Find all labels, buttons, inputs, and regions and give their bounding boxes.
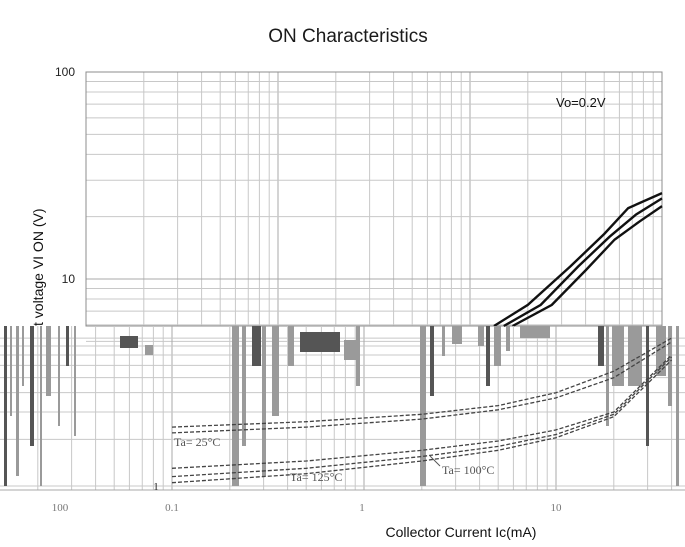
lower-series-4-line [171,337,672,428]
x-axis-label: Collector Current Ic(mA) [386,524,537,540]
y-axis-label: t voltage VI ON (V) [30,209,46,326]
scan-artifact-bar [442,326,445,356]
x-tick-label-1: 1 [359,502,365,514]
x-tick-label-10: 10 [551,502,563,514]
series-label-ta-25: Ta= 25°C [174,435,220,449]
condition-annotation: Vo=0.2V [556,95,606,110]
left-tick-label-100: 100 [52,502,69,514]
scan-artifact-bar [612,326,624,386]
lower-series-3-line [171,356,673,478]
scan-artifact-bar [46,326,51,396]
lower-plot-curves [171,337,673,484]
upper-series-2-line [503,197,663,328]
scan-artifact-bar [288,326,294,366]
scan-artifact-bar [606,326,609,426]
scan-artifact-bar [40,326,42,486]
scan-artifact-bar [598,326,604,366]
lower-plot-grid [0,326,685,491]
series-label-ta-125: Ta= 125°C [290,470,342,484]
scan-artifact-bar [452,326,462,344]
scan-artifact-bar [120,336,138,348]
scan-artifacts [4,326,679,486]
scan-artifact-bar [676,326,679,486]
y-tick-label-1: 1 [153,481,159,493]
scan-artifact-bar [430,326,434,396]
scan-artifact-bar [486,326,490,386]
scan-artifact-bar [300,332,340,352]
lower-series-2-line [171,359,673,484]
scan-artifact-bar [494,326,501,366]
scan-artifact-bar [272,326,279,416]
scan-artifact-bar [262,326,266,476]
chart-title: ON Characteristics [268,26,427,47]
scan-artifact-bar [420,326,426,486]
series-label-ta-100: Ta= 100°C [442,463,494,477]
x-tick-label-0-1: 0.1 [165,502,179,514]
scan-artifact-bar [628,326,642,386]
lower-plot-panel [0,326,685,491]
upper-plot-grid [85,72,662,342]
scan-artifact-bar [478,326,484,346]
y-tick-label-10: 10 [62,272,76,286]
scan-artifact-bar [16,326,19,476]
scan-artifact-bar [506,326,510,351]
scan-artifact-bar [30,326,34,446]
scan-artifact-bar [656,326,666,376]
series-label-ta-100-leader [429,455,441,467]
scan-artifact-bar [66,326,69,366]
scan-artifact-bar [232,326,239,486]
y-tick-label-100: 100 [55,65,75,79]
scan-artifact-bar [356,326,360,386]
scan-artifact-bar [4,326,7,486]
upper-plot-curves [493,192,663,328]
scan-artifact-bar [252,326,261,366]
scan-artifact-bar [344,340,358,360]
upper-series-1-line [493,192,663,328]
scan-artifact-bar [74,326,76,436]
scan-artifact-bar [22,326,24,386]
upper-series-3-line [512,205,663,328]
scan-artifact-bar [10,326,12,416]
scan-artifact-bar [646,326,649,446]
lower-series-5-line [171,341,672,434]
scan-artifact-bar [520,326,550,338]
scan-artifact-bar [242,326,246,446]
scan-artifact-bar [58,326,60,426]
lower-series-1-line [171,354,673,469]
scan-artifact-bar [668,326,672,406]
upper-plot-frame [85,71,663,327]
scan-artifact-bar [145,345,153,355]
